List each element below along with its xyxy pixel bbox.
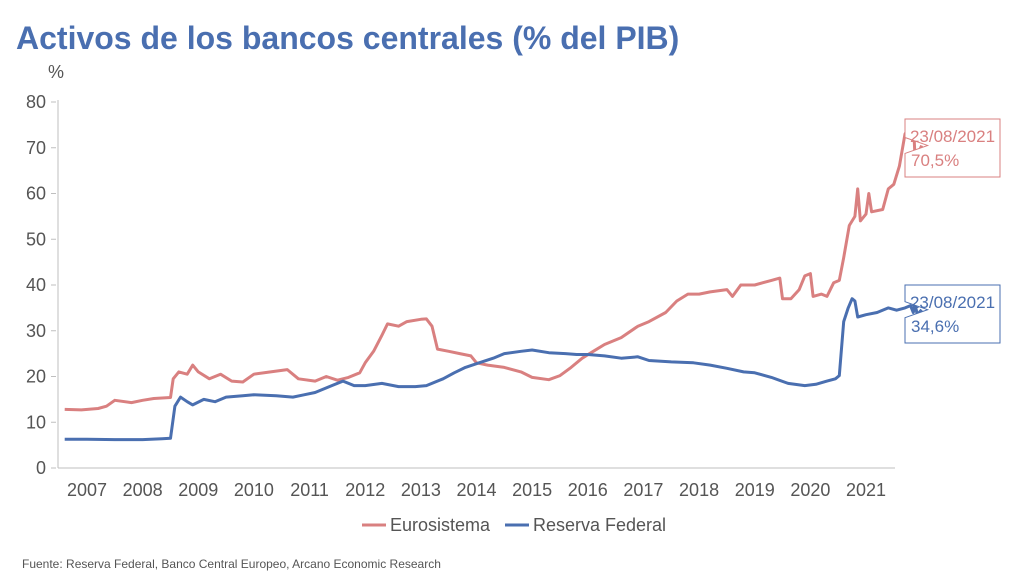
- x-tick-label: 2020: [790, 480, 830, 500]
- x-tick-label: 2016: [568, 480, 608, 500]
- y-tick-label: 70: [26, 138, 46, 158]
- legend-item-reserva-federal: Reserva Federal: [505, 515, 666, 535]
- legend-label: Eurosistema: [390, 515, 491, 535]
- source-note: Fuente: Reserva Federal, Banco Central E…: [22, 557, 441, 571]
- x-tick-label: 2018: [679, 480, 719, 500]
- y-tick-label: 80: [26, 92, 46, 112]
- callout-value: 70,5%: [911, 151, 959, 170]
- legend-item-eurosistema: Eurosistema: [362, 515, 491, 535]
- x-tick-label: 2009: [178, 480, 218, 500]
- x-tick-label: 2011: [290, 480, 329, 500]
- x-tick-label: 2007: [67, 480, 107, 500]
- y-tick-label: 50: [26, 229, 46, 249]
- callout-box: [904, 284, 1001, 344]
- callout-reserva-federal: 23/08/2021 34,6%: [904, 284, 1001, 344]
- series-lines: [64, 118, 923, 442]
- chart-title: Activos de los bancos centrales (% del P…: [16, 20, 680, 56]
- y-tick-label: 10: [26, 412, 46, 432]
- axes: % 0 10 20 30 40 50 60 70 80 2007 2008 2009 2010 2011 20…: [26, 62, 895, 500]
- y-tick-label: 40: [26, 275, 46, 295]
- callout-eurosistema: 23/08/2021 70,5%: [904, 118, 1001, 178]
- y-axis-unit: %: [48, 62, 64, 82]
- x-tick-label: 2012: [345, 480, 385, 500]
- x-tick-label: 2019: [735, 480, 775, 500]
- callout-box: [904, 118, 1001, 178]
- callout-date: 23/08/2021: [910, 127, 995, 146]
- x-tick-label: 2008: [123, 480, 163, 500]
- y-tick-label: 20: [26, 367, 46, 387]
- y-tick-label: 30: [26, 321, 46, 341]
- series-line-reserva-federal: [64, 297, 923, 442]
- x-tick-label: 2015: [512, 480, 552, 500]
- legend: Eurosistema Reserva Federal: [362, 515, 666, 535]
- x-tick-label: 2013: [401, 480, 441, 500]
- callout-date: 23/08/2021: [910, 293, 995, 312]
- legend-label: Reserva Federal: [533, 515, 666, 535]
- series-line-eurosistema: [64, 118, 923, 412]
- y-tick-label: 60: [26, 184, 46, 204]
- x-tick-label: 2021: [846, 480, 886, 500]
- callouts: 23/08/2021 70,5% 23/08/2021 34,6%: [904, 118, 1001, 344]
- x-tick-label: 2017: [623, 480, 663, 500]
- x-tick-label: 2014: [456, 480, 496, 500]
- y-tick-label: 0: [36, 458, 46, 478]
- callout-value: 34,6%: [911, 317, 959, 336]
- x-tick-label: 2010: [234, 480, 274, 500]
